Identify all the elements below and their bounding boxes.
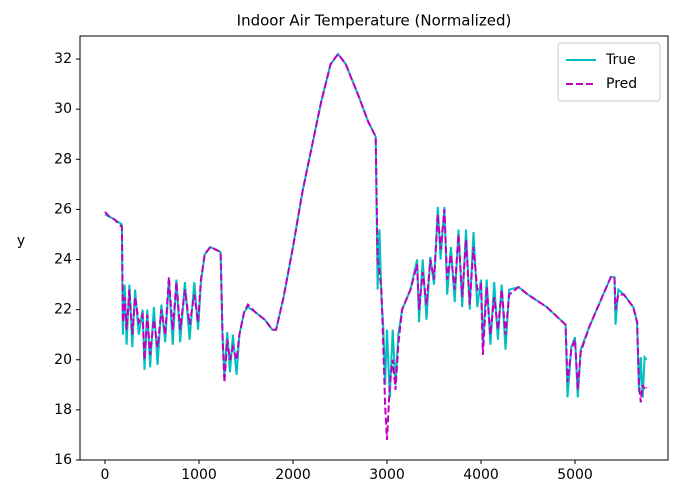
x-tick-label: 0: [101, 467, 110, 483]
y-tick-label: 18: [54, 402, 72, 418]
x-tick-label: 5000: [557, 467, 593, 483]
series-line: [104, 52, 648, 398]
y-tick-label: 16: [54, 452, 72, 468]
y-tick-label: 30: [54, 101, 72, 117]
y-tick-label: 20: [54, 352, 72, 368]
x-tick-label: 4000: [463, 467, 499, 483]
y-axis-label: y: [17, 233, 25, 249]
legend-box: [557, 42, 661, 102]
y-tick-label: 28: [54, 151, 72, 167]
x-tick-label: 2000: [275, 467, 311, 483]
x-tick-label: 1000: [181, 467, 217, 483]
y-tick-label: 26: [54, 201, 72, 217]
y-tick-label: 22: [54, 302, 72, 318]
y-tick-label: 32: [54, 51, 72, 67]
x-tick-label: 3000: [369, 467, 405, 483]
chart-title: Indoor Air Temperature (Normalized): [237, 12, 512, 30]
plot-frame: [79, 35, 669, 461]
legend-label: Pred: [606, 76, 637, 92]
legend-label: True: [605, 52, 636, 68]
series-line: [104, 52, 648, 441]
y-tick-label: 24: [54, 252, 72, 268]
